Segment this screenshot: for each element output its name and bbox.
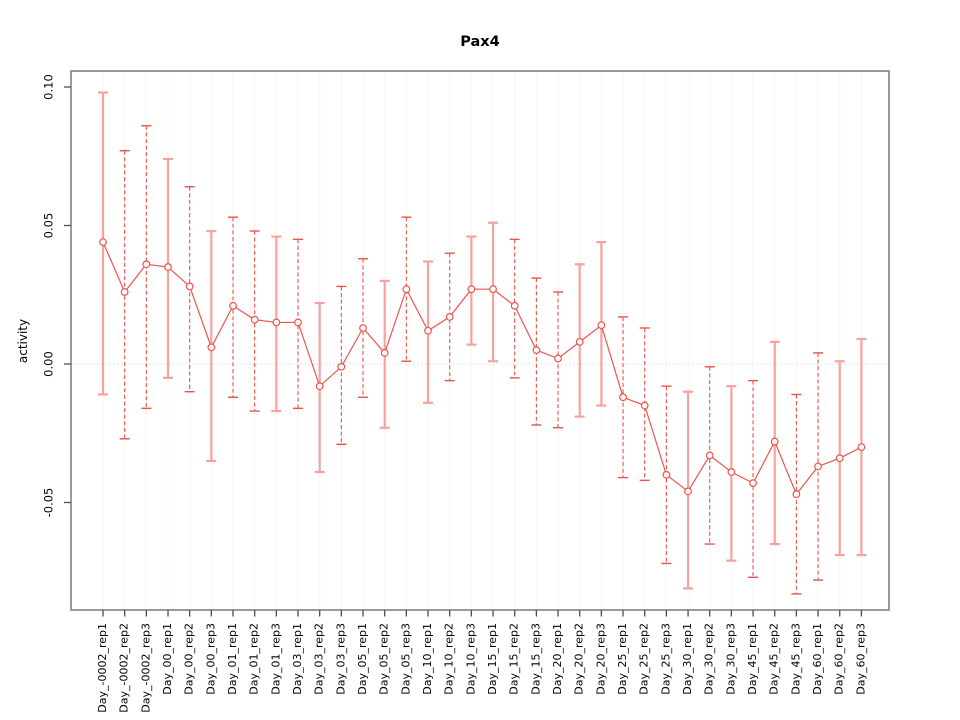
data-point (619, 393, 627, 402)
x-tick-label: Day_00_rep1 (161, 623, 174, 695)
data-point (640, 401, 649, 410)
x-tick-label: Day_05_rep2 (378, 623, 391, 695)
x-tick-label: Day_03_rep3 (334, 623, 347, 695)
data-point (229, 301, 237, 310)
series-line (102, 241, 862, 496)
x-tick-label: Day_00_rep2 (183, 623, 196, 695)
x-tick-label: Day_15_rep3 (529, 623, 542, 695)
data-point (250, 315, 259, 324)
x-tick-label: Day_10_rep2 (443, 623, 456, 695)
x-tick-label: Day_01_rep3 (269, 623, 282, 695)
data-point (424, 326, 432, 335)
x-tick-label: Day_20_rep1 (551, 623, 564, 695)
data-point (554, 354, 562, 363)
chart-title: Pax4 (460, 34, 500, 50)
data-point (315, 382, 324, 391)
data-point (120, 288, 129, 296)
data-point (402, 285, 411, 294)
data-point (814, 462, 822, 471)
plot-box (70, 70, 890, 611)
x-tick-label: Day_-0002_rep2 (118, 623, 131, 713)
data-point (207, 343, 216, 352)
x-tick-label: Day_20_rep2 (573, 623, 586, 695)
x-tick-label: Day_45_rep2 (768, 623, 781, 695)
x-tick-label: Day_00_rep3 (204, 623, 217, 695)
data-point (467, 285, 476, 294)
x-tick-label: Day_25_rep1 (616, 623, 629, 695)
x-tick-label: Day_15_rep1 (486, 623, 499, 695)
x-tick-label: Day_60_rep3 (854, 623, 867, 695)
data-point (662, 470, 671, 479)
x-tick-label: Day_03_rep1 (291, 623, 304, 695)
x-tick-label: Day_20_rep3 (594, 623, 607, 695)
x-tick-label: Day_30_rep1 (681, 623, 694, 695)
x-tick-label: Day_60_rep1 (811, 623, 824, 695)
y-tick-label: -0.05 (42, 488, 56, 518)
data-point (185, 282, 194, 291)
data-point (835, 454, 844, 463)
data-point (294, 318, 302, 327)
y-tick-label: 0.10 (42, 74, 56, 100)
x-tick-label: Day_15_rep2 (508, 623, 521, 695)
x-tick-label: Day_01_rep2 (248, 623, 261, 695)
data-point (380, 349, 389, 357)
x-tick-label: Day_01_rep1 (226, 623, 239, 695)
data-point (164, 263, 172, 271)
x-tick-label: Day_30_rep2 (703, 623, 716, 695)
y-axis-label: activity (16, 319, 30, 363)
x-tick-label: Day_30_rep3 (724, 623, 737, 695)
data-point (99, 238, 107, 247)
data-point (727, 468, 736, 476)
x-tick-label: Day_25_rep2 (638, 623, 651, 695)
x-tick-label: Day_05_rep1 (356, 623, 369, 695)
x-tick-label: Day_05_rep3 (399, 623, 412, 695)
x-tick-label: Day_25_rep3 (659, 623, 672, 695)
x-tick-label: Day_10_rep1 (421, 623, 434, 695)
data-point (857, 443, 866, 452)
data-point (272, 318, 281, 327)
y-tick-label: 0.00 (42, 351, 56, 377)
data-point (510, 301, 519, 310)
x-tick-label: Day_60_rep2 (833, 623, 846, 695)
x-tick-label: Day_-0002_rep1 (96, 623, 109, 713)
data-point (684, 487, 692, 496)
y-tick-label: 0.05 (42, 213, 56, 239)
data-point (532, 346, 541, 355)
x-tick-label: Day_45_rep1 (746, 623, 759, 695)
data-point (597, 321, 606, 330)
data-point (445, 313, 454, 321)
data-point (770, 437, 779, 446)
x-tick-label: Day_10_rep3 (464, 623, 477, 695)
x-tick-label: Day_03_rep2 (313, 623, 326, 695)
data-point (792, 490, 801, 499)
x-tick-label: Day_-0002_rep3 (139, 623, 152, 713)
data-point (489, 285, 497, 294)
data-point (359, 324, 367, 332)
data-point (705, 451, 714, 460)
data-point (575, 337, 584, 346)
data-point (142, 260, 151, 269)
x-tick-label: Day_45_rep3 (789, 623, 802, 695)
data-point (337, 362, 346, 371)
data-point (749, 479, 757, 488)
